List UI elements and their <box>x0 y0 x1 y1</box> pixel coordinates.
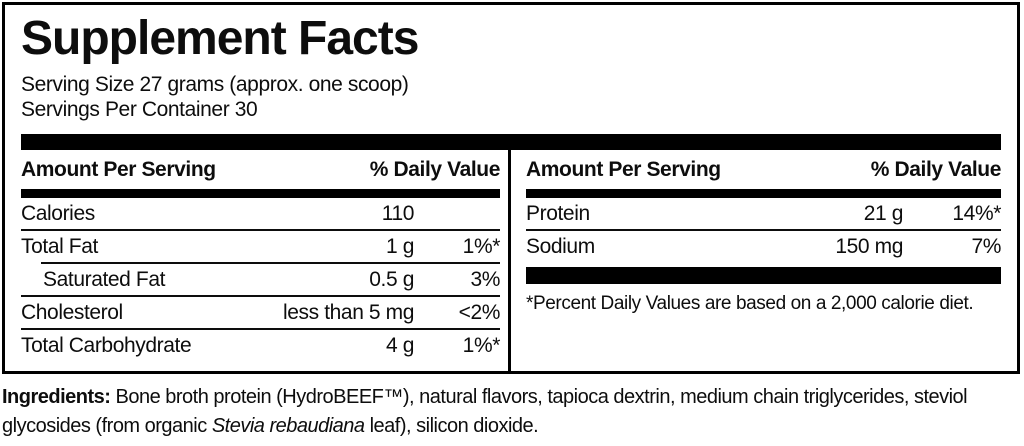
serving-size-text: Serving Size 27 grams (approx. one scoop… <box>21 73 409 96</box>
nutrient-amount: 150 mg <box>835 234 903 258</box>
nutrient-name: Cholesterol <box>21 300 123 324</box>
nutrient-row-protein: Protein 21 g 14%* <box>526 198 1001 229</box>
amount-per-serving-header: Amount Per Serving <box>21 157 216 181</box>
nutrient-name: Total Carbohydrate <box>21 333 192 357</box>
row-separator-indented <box>41 262 500 264</box>
ingredients-section: Ingredients: Bone broth protein (HydroBE… <box>2 383 1022 441</box>
nutrient-amount: 21 g <box>863 201 904 225</box>
nutrient-amount: 4 g <box>386 333 414 357</box>
daily-value-header: % Daily Value <box>369 157 501 181</box>
ingredients-line-2: glycosides (from organic Stevia rebaudia… <box>2 412 1022 441</box>
top-thick-rule <box>21 134 1001 150</box>
supplement-facts-panel: Supplement Facts Serving Size 27 grams (… <box>2 2 1020 374</box>
bottom-thick-rule <box>526 267 1001 284</box>
left-column: Amount Per Serving % Daily Value Calorie… <box>21 150 508 371</box>
daily-values-footnote: *Percent Daily Values are based on a 2,0… <box>526 293 974 314</box>
nutrient-daily-value: 14%* <box>952 201 1001 225</box>
ingredients-text: glycosides (from organic <box>2 415 212 437</box>
nutrient-row-sodium: Sodium 150 mg 7% <box>526 231 1001 262</box>
right-column-header: Amount Per Serving % Daily Value <box>526 150 1001 189</box>
panel-title: Supplement Facts <box>21 12 419 65</box>
nutrient-amount: 110 <box>381 201 415 225</box>
servings-per-container-text: Servings Per Container 30 <box>21 98 258 121</box>
nutrient-name: Sodium <box>526 234 595 258</box>
nutrient-amount: 0.5 g <box>369 267 414 291</box>
left-column-header: Amount Per Serving % Daily Value <box>21 150 500 189</box>
ingredients-text: leaf), silicon dioxide. <box>364 415 539 437</box>
row-separator <box>21 295 500 297</box>
nutrient-daily-value: 1%* <box>462 333 501 357</box>
column-divider-rule <box>508 150 511 371</box>
nutrient-name: Calories <box>21 201 95 225</box>
left-header-rule <box>21 189 500 198</box>
row-separator <box>526 229 1001 231</box>
row-separator <box>21 229 500 231</box>
nutrient-row-total-fat: Total Fat 1 g 1%* <box>21 231 500 262</box>
ingredients-text: Bone broth protein (HydroBEEF™), natural… <box>110 386 968 408</box>
right-column: Amount Per Serving % Daily Value Protein… <box>511 150 1001 371</box>
ingredients-label: Ingredients: <box>2 386 111 408</box>
nutrient-name: Protein <box>526 201 590 225</box>
nutrient-daily-value: 7% <box>971 234 1001 258</box>
daily-value-header: % Daily Value <box>870 157 1002 181</box>
amount-per-serving-header: Amount Per Serving <box>526 157 721 181</box>
nutrient-row-total-carbohydrate: Total Carbohydrate 4 g 1%* <box>21 330 500 361</box>
nutrient-daily-value: 1%* <box>462 234 501 258</box>
nutrient-row-cholesterol: Cholesterol less than 5 mg <2% <box>21 297 500 328</box>
nutrient-daily-value: <2% <box>458 300 501 324</box>
nutrition-columns: Amount Per Serving % Daily Value Calorie… <box>21 150 1001 371</box>
ingredients-line-1: Ingredients: Bone broth protein (HydroBE… <box>2 383 1022 412</box>
ingredients-species-italic: Stevia rebaudiana <box>211 415 365 437</box>
nutrient-name: Total Fat <box>21 234 98 258</box>
nutrient-row-calories: Calories 110 <box>21 198 500 229</box>
right-header-rule <box>526 189 1001 198</box>
nutrient-amount: less than 5 mg <box>283 300 414 324</box>
nutrient-row-saturated-fat: Saturated Fat 0.5 g 3% <box>21 264 500 295</box>
row-separator <box>21 328 500 330</box>
nutrient-name: Saturated Fat <box>43 267 166 291</box>
nutrient-daily-value: 3% <box>470 267 500 291</box>
nutrient-amount: 1 g <box>386 234 414 258</box>
